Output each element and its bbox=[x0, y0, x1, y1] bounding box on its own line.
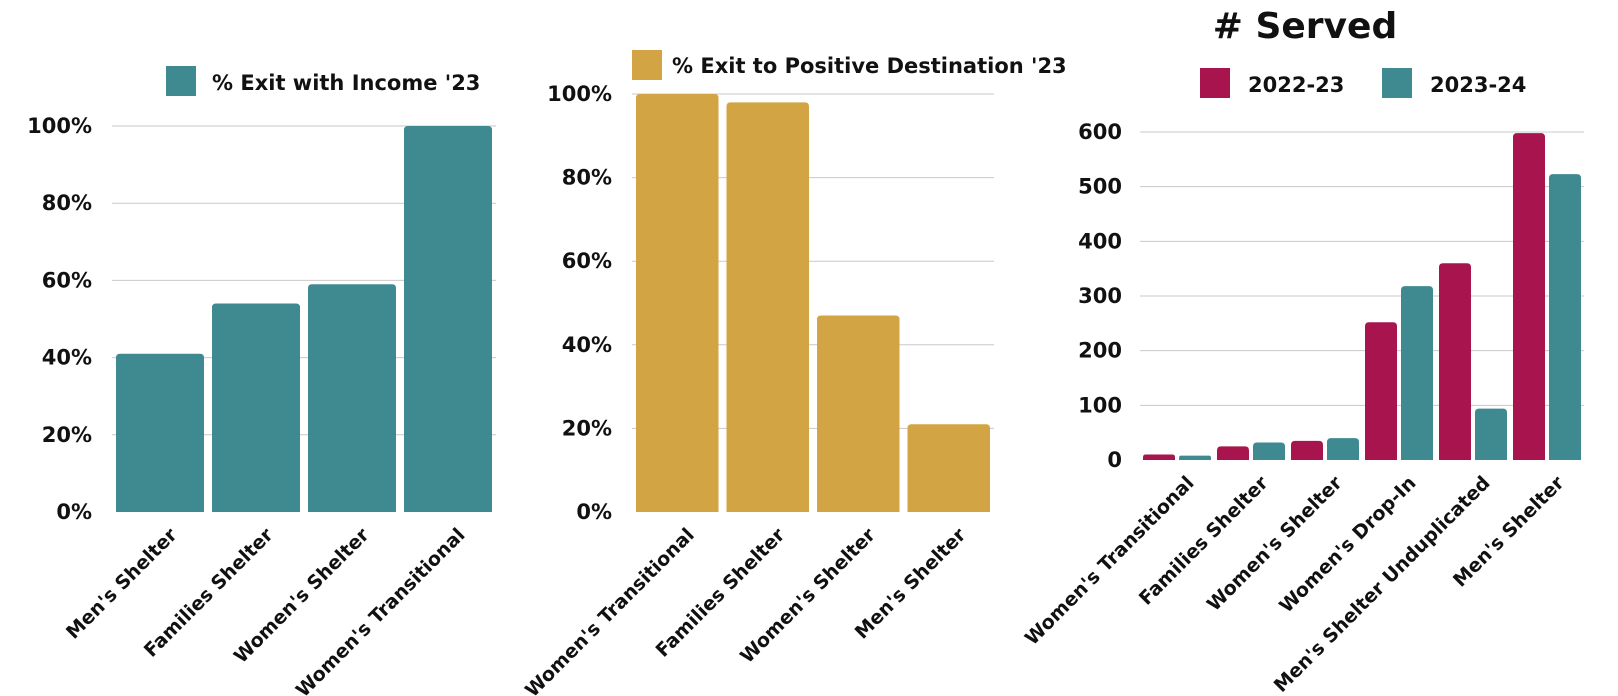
chart-1: 0%20%40%60%80%100%Men's ShelterFamilies … bbox=[27, 66, 496, 696]
legend-label: % Exit with Income '23 bbox=[212, 71, 480, 95]
bar-2023-24-women-s-drop-in bbox=[1401, 286, 1433, 460]
y-tick-label: 300 bbox=[1078, 284, 1122, 308]
y-tick-label: 400 bbox=[1078, 229, 1122, 253]
y-tick-label: 40% bbox=[42, 346, 92, 370]
y-tick-label: 40% bbox=[562, 333, 612, 357]
bar-2022-23-families-shelter bbox=[1217, 446, 1249, 460]
bar-men-s-shelter bbox=[907, 424, 990, 512]
bar-women-s-shelter bbox=[817, 315, 900, 512]
bar-2023-24-women-s-shelter bbox=[1327, 438, 1359, 460]
legend-label: % Exit to Positive Destination '23 bbox=[672, 54, 1067, 78]
x-tick-label: Women's Drop-In bbox=[1275, 472, 1420, 617]
bar-2023-24-women-s-transitional bbox=[1179, 455, 1211, 460]
bar-2022-23-men-s-shelter-unduplicated bbox=[1439, 263, 1471, 460]
bar-2022-23-women-s-shelter bbox=[1291, 440, 1323, 460]
bar-families-shelter bbox=[726, 102, 809, 513]
x-tick-label: Women's Shelter bbox=[1203, 472, 1347, 616]
bar-2023-24-men-s-shelter-unduplicated bbox=[1475, 408, 1507, 460]
x-tick-label: Women's Transitional bbox=[521, 524, 699, 696]
y-tick-label: 100% bbox=[547, 82, 612, 106]
y-tick-label: 100% bbox=[27, 114, 92, 138]
legend-label: 2022-23 bbox=[1248, 73, 1344, 97]
y-tick-label: 500 bbox=[1078, 175, 1122, 199]
legend-swatch bbox=[632, 50, 662, 80]
y-tick-label: 60% bbox=[42, 268, 92, 292]
bar-2023-24-families-shelter bbox=[1253, 442, 1285, 460]
legend-label: 2023-24 bbox=[1430, 73, 1526, 97]
bar-2023-24-men-s-shelter bbox=[1549, 174, 1581, 461]
y-tick-label: 60% bbox=[562, 249, 612, 273]
x-tick-label: Families Shelter bbox=[1135, 472, 1273, 610]
y-tick-label: 80% bbox=[42, 191, 92, 215]
y-tick-label: 20% bbox=[42, 423, 92, 447]
y-tick-label: 200 bbox=[1078, 339, 1122, 363]
legend-swatch bbox=[166, 66, 196, 96]
y-tick-label: 0% bbox=[576, 500, 612, 524]
y-tick-label: 0% bbox=[56, 500, 92, 524]
y-tick-label: 600 bbox=[1078, 120, 1122, 144]
y-tick-label: 80% bbox=[562, 166, 612, 190]
bar-women-s-transitional bbox=[404, 126, 492, 512]
chart-title: # Served bbox=[1213, 6, 1397, 47]
y-tick-label: 20% bbox=[562, 416, 612, 440]
legend-swatch bbox=[1382, 68, 1412, 98]
legend-swatch bbox=[1200, 68, 1230, 98]
bar-2022-23-women-s-drop-in bbox=[1365, 322, 1397, 460]
bar-men-s-shelter bbox=[116, 353, 204, 512]
bar-2022-23-men-s-shelter bbox=[1513, 133, 1545, 461]
bar-women-s-shelter bbox=[308, 284, 396, 512]
y-tick-label: 0 bbox=[1107, 448, 1122, 472]
chart-2: 0%20%40%60%80%100%Women's TransitionalFa… bbox=[521, 50, 1067, 696]
x-tick-label: Women's Transitional bbox=[292, 524, 470, 696]
bar-families-shelter bbox=[212, 303, 300, 512]
y-tick-label: 100 bbox=[1078, 393, 1122, 417]
bar-women-s-transitional bbox=[636, 94, 719, 512]
bar-2022-23-women-s-transitional bbox=[1143, 454, 1175, 460]
